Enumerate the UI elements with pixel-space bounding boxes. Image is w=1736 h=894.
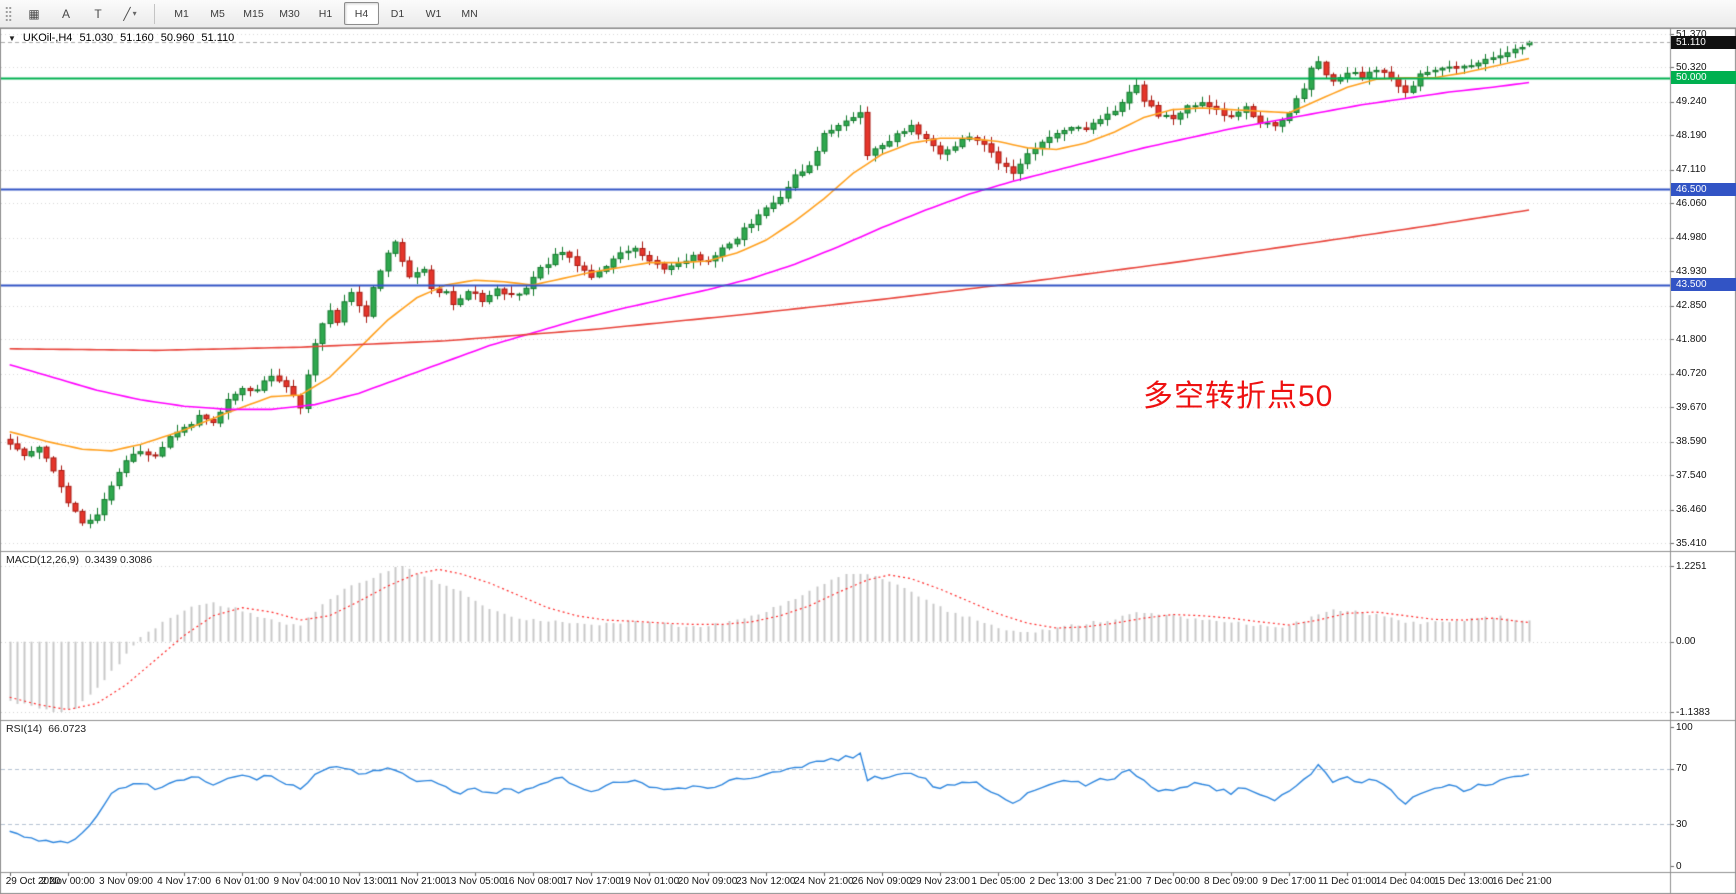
timeframe-button-m1[interactable]: M1 bbox=[174, 7, 189, 20]
text-tool-icon: T bbox=[94, 6, 102, 21]
macd-axis-label: -1.1383 bbox=[1676, 706, 1710, 718]
price-axis-label: 50.320 bbox=[1676, 61, 1707, 73]
toolbar: ▦ A T ╱ ▾ M1 M5 M15 M30 H1 H4 D1 W1 MN bbox=[0, 0, 1736, 28]
time-axis-label: 2 Dec 13:00 bbox=[1029, 876, 1084, 887]
timeframe-button-h1[interactable]: H1 bbox=[318, 7, 333, 20]
rsi-axis-label: 30 bbox=[1676, 818, 1688, 830]
chart-annotation-text: 多空转折点50 bbox=[1143, 380, 1334, 413]
text-label-button[interactable]: A bbox=[51, 2, 81, 26]
time-scale[interactable]: 29 Oct 2020 2 Nov 00:00 3 Nov 09:00 4 Nov 1… bbox=[0, 872, 1670, 894]
price-axis-label: 44.980 bbox=[1676, 232, 1707, 244]
text-label-icon: A bbox=[61, 6, 70, 21]
timeframe-button-m30[interactable]: M30 bbox=[279, 7, 300, 20]
time-axis-label: 23 Nov 12:00 bbox=[735, 876, 796, 887]
timeframe-button-h4[interactable]: H4 bbox=[344, 2, 379, 25]
price-axis-label: 49.240 bbox=[1676, 96, 1707, 108]
macd-axis-label: 0.00 bbox=[1676, 636, 1696, 648]
price-axis-label: 37.540 bbox=[1676, 469, 1707, 481]
chart-area: ▼ UKOil-,H4 51.030 51.160 50.960 51.110 … bbox=[0, 28, 1736, 894]
time-axis-label: 1 Dec 05:00 bbox=[971, 876, 1026, 887]
hline-price-tag[interactable]: 46.500 bbox=[1671, 182, 1736, 196]
time-axis-label: 20 Nov 09:00 bbox=[677, 876, 738, 887]
time-axis-label: 29 Oct 2020 bbox=[5, 876, 61, 887]
time-axis-splitter[interactable] bbox=[0, 869, 1736, 875]
price-axis-label: 36.460 bbox=[1676, 504, 1707, 515]
current-price-tag: 51.110 bbox=[1671, 35, 1736, 49]
price-axis-label: 47.110 bbox=[1676, 164, 1706, 176]
charts-grid-button[interactable]: ▦ bbox=[19, 2, 49, 26]
time-axis-label: 19 Nov 01:00 bbox=[619, 876, 680, 887]
low-value: 50.960 bbox=[160, 32, 195, 44]
timeframe-button-group: M1 M5 M15 M30 H1 H4 D1 W1 MN bbox=[164, 2, 487, 25]
price-axis-label: 40.720 bbox=[1676, 368, 1707, 380]
time-axis-label: 2 Nov 00:00 bbox=[40, 876, 95, 887]
rsi-axis-label: 100 bbox=[1676, 721, 1693, 733]
chart-canvas[interactable] bbox=[0, 28, 1736, 894]
toolbar-separator bbox=[154, 3, 155, 24]
macd-pane-splitter[interactable] bbox=[0, 548, 1736, 554]
price-axis-label: 48.190 bbox=[1676, 129, 1707, 141]
time-axis-label: 8 Dec 09:00 bbox=[1204, 876, 1258, 887]
time-axis-label: 26 Nov 09:00 bbox=[852, 876, 912, 887]
price-axis-label: 39.670 bbox=[1676, 401, 1707, 413]
toolbar-grip[interactable] bbox=[5, 5, 12, 22]
hline-price-tag[interactable]: 50.000 bbox=[1671, 71, 1736, 85]
time-axis-label: 3 Dec 21:00 bbox=[1087, 876, 1142, 887]
price-axis-label: 46.060 bbox=[1676, 197, 1707, 209]
timeframe-button-d1[interactable]: D1 bbox=[390, 7, 405, 20]
price-axis-label: 51.370 bbox=[1676, 28, 1707, 40]
line-studies-icon: ╱ bbox=[123, 6, 131, 21]
collapse-triangle-icon[interactable]: ▼ bbox=[8, 33, 16, 43]
time-axis-label: 6 Nov 01:00 bbox=[215, 876, 270, 887]
text-tool-button[interactable]: T bbox=[83, 2, 113, 26]
time-axis-label: 16 Dec 21:00 bbox=[1492, 876, 1552, 887]
time-axis-label: 17 Nov 17:00 bbox=[561, 876, 621, 887]
price-axis-label: 35.410 bbox=[1676, 537, 1707, 549]
timeframe-button-mn[interactable]: MN bbox=[461, 7, 478, 20]
time-axis-label: 14 Dec 04:00 bbox=[1375, 876, 1436, 887]
macd-indicator-label: MACD(12,26,9) 0.3439 0.3086 bbox=[6, 554, 152, 566]
rsi-indicator-label: RSI(14) 66.0723 bbox=[6, 723, 86, 735]
time-axis-label: 10 Nov 13:00 bbox=[328, 876, 389, 887]
symbol-timeframe-label: UKOil-,H4 bbox=[22, 32, 73, 44]
dropdown-caret-icon: ▾ bbox=[132, 9, 137, 18]
high-value: 51.160 bbox=[120, 32, 154, 44]
time-axis-label: 11 Nov 21:00 bbox=[387, 876, 447, 887]
time-axis-label: 24 Nov 21:00 bbox=[794, 876, 854, 887]
time-axis-label: 13 Nov 05:00 bbox=[445, 876, 505, 887]
hline-price-tag[interactable]: 43.500 bbox=[1671, 278, 1736, 292]
time-axis-label: 29 Nov 23:00 bbox=[910, 876, 970, 887]
time-axis-label: 3 Nov 09:00 bbox=[98, 876, 153, 887]
time-axis-label: 11 Dec 01:00 bbox=[1317, 876, 1377, 887]
time-axis-label: 4 Nov 17:00 bbox=[157, 876, 212, 887]
timeframe-button-w1[interactable]: W1 bbox=[425, 7, 442, 20]
rsi-axis-label: 0 bbox=[1676, 860, 1682, 872]
time-axis-label: 9 Nov 04:00 bbox=[273, 876, 328, 887]
price-axis-label: 43.930 bbox=[1676, 265, 1707, 277]
timeframe-button-m5[interactable]: M5 bbox=[210, 7, 225, 20]
rsi-value: 66.0723 bbox=[48, 723, 87, 735]
time-axis-label: 9 Dec 17:00 bbox=[1262, 876, 1317, 887]
open-value: 51.030 bbox=[79, 32, 114, 44]
price-axis-label: 38.590 bbox=[1676, 436, 1707, 448]
price-axis-label: 41.800 bbox=[1676, 333, 1707, 345]
macd-axis-label: 1.2251 bbox=[1676, 560, 1707, 572]
price-scale[interactable]: 51.370 50.320 49.240 48.190 47.110 46.060 44.9… bbox=[1670, 28, 1736, 894]
timeframe-button-m15[interactable]: M15 bbox=[243, 7, 264, 20]
rsi-pane-splitter[interactable] bbox=[0, 717, 1736, 723]
line-studies-button[interactable]: ╱ ▾ bbox=[115, 2, 145, 26]
time-axis-label: 15 Dec 13:00 bbox=[1433, 876, 1494, 887]
rsi-axis-label: 70 bbox=[1676, 763, 1688, 775]
time-axis-label: 7 Dec 00:00 bbox=[1145, 876, 1200, 887]
macd-title: MACD(12,26,9) bbox=[6, 554, 79, 566]
close-value: 51.110 bbox=[201, 32, 235, 44]
macd-values: 0.3439 0.3086 bbox=[84, 554, 153, 566]
toolbar-icon-group: ▦ A T ╱ ▾ bbox=[19, 2, 145, 26]
charts-grid-icon: ▦ bbox=[28, 6, 40, 21]
time-axis-label: 16 Nov 08:00 bbox=[503, 876, 563, 887]
chart-ohlc-header: ▼ UKOil-,H4 51.030 51.160 50.960 51.110 bbox=[8, 32, 234, 44]
rsi-title: RSI(14) bbox=[6, 723, 43, 735]
price-axis-label: 42.850 bbox=[1676, 300, 1707, 312]
